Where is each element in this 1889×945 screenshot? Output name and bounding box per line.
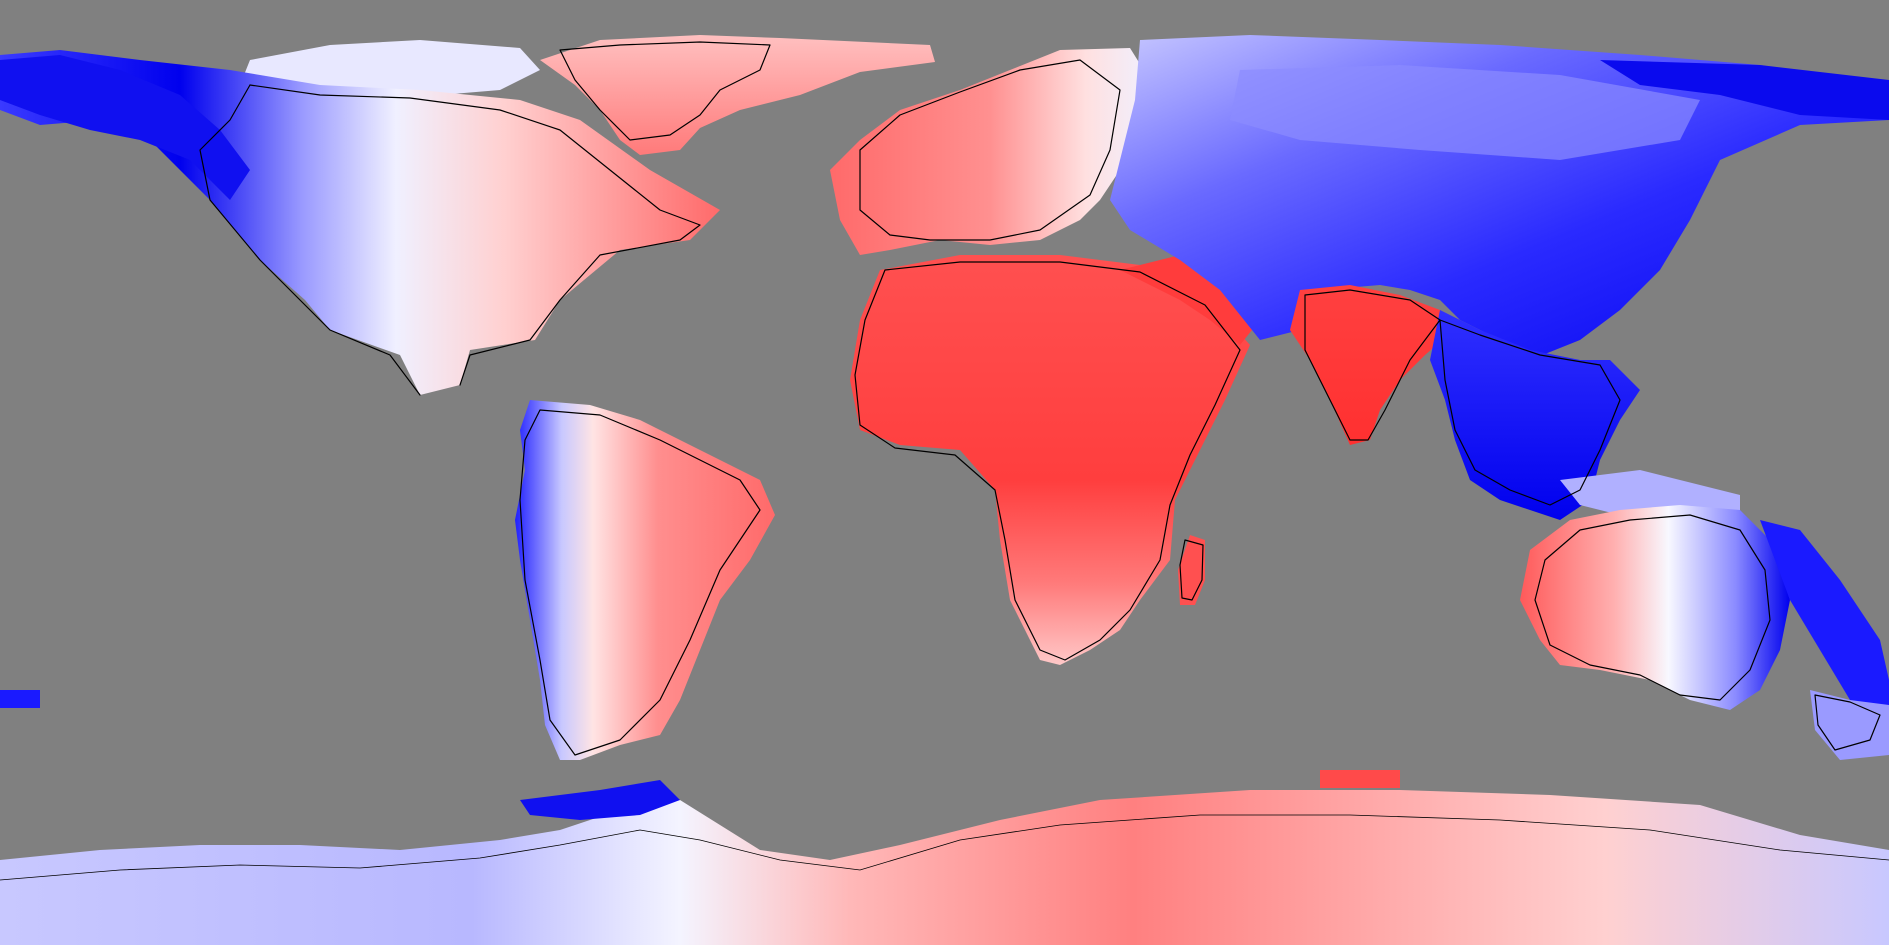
alaska-region bbox=[0, 55, 250, 200]
south-america-region bbox=[515, 400, 775, 760]
middle-east-region bbox=[1120, 255, 1260, 345]
greenland-region bbox=[540, 35, 935, 155]
antarctic-peninsula-region bbox=[520, 780, 680, 820]
tasman-region bbox=[1760, 520, 1889, 720]
pacific-patch bbox=[0, 690, 40, 708]
arctic-asia-strip bbox=[1600, 60, 1889, 120]
antarctica-region bbox=[0, 790, 1889, 945]
south-georgia-patch bbox=[1320, 770, 1400, 788]
siberia-region bbox=[1230, 65, 1700, 160]
africa-region bbox=[850, 255, 1250, 665]
coastlines bbox=[0, 41, 1889, 881]
australia-region bbox=[1520, 505, 1790, 710]
europe-region bbox=[830, 48, 1150, 255]
